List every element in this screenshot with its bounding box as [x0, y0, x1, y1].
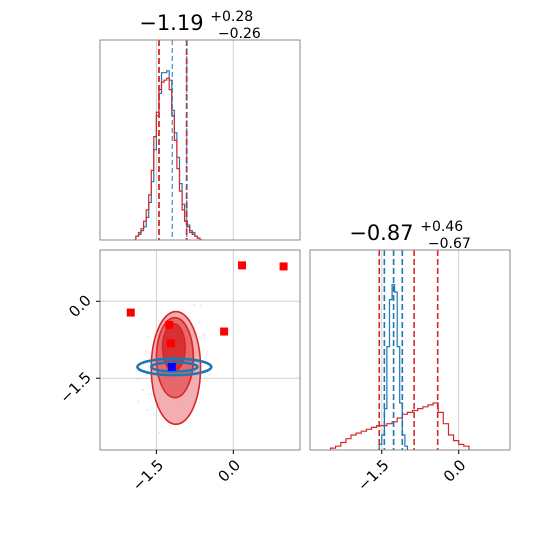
sample-dot — [144, 350, 147, 353]
histogram-series-blue — [133, 70, 203, 240]
y-tick-label-bl-1: −1.5 — [56, 368, 94, 406]
sample-dot — [137, 400, 140, 403]
red-marker-3 — [220, 327, 229, 336]
sample-dot — [198, 321, 201, 324]
sample-dot — [149, 392, 152, 395]
sample-dot — [147, 365, 150, 368]
title-top-left: −1.19 +0.28 −0.26 — [139, 2, 261, 42]
title-bottom-right-value: −0.87 — [349, 221, 413, 245]
frame-bottom-right — [309, 249, 511, 451]
sample-dot — [193, 303, 196, 306]
red-marker-5 — [279, 262, 288, 271]
title-bottom-right: −0.87 +0.46 −0.67 — [349, 212, 471, 252]
blue-contour-inner — [149, 361, 199, 373]
sample-dot — [198, 336, 201, 339]
sample-dot — [169, 425, 172, 428]
sample-dot — [142, 389, 145, 391]
panel-bottom-right: −1.5 0.0 — [309, 249, 511, 495]
sample-dot — [158, 432, 161, 434]
title-bottom-right-plus: +0.46 — [420, 219, 463, 235]
panel-bottom-left: −1.5 0.0 0.0 −1.5 — [56, 249, 301, 495]
sample-dot — [148, 386, 151, 389]
plot-area-bottom-right — [329, 250, 470, 450]
red-marker-0 — [126, 308, 135, 317]
red-marker-4 — [238, 261, 247, 270]
plot-area-bottom-left — [100, 250, 300, 450]
frame-bottom-left — [99, 249, 301, 451]
red-marker-1 — [165, 320, 174, 329]
histogram-series-red — [329, 402, 470, 450]
sample-dot — [206, 350, 209, 353]
sample-dot — [203, 332, 206, 335]
plot-area-top-left — [133, 40, 234, 240]
histogram-series-red — [133, 77, 203, 240]
sample-dot — [153, 413, 155, 416]
sample-dot — [208, 373, 211, 376]
x-tick-label-br-1: 0.0 — [440, 456, 470, 486]
sample-dot — [204, 357, 207, 360]
blue-contour-outer — [136, 357, 213, 377]
title-top-left-plus: +0.28 — [210, 9, 253, 25]
sample-dot — [137, 378, 140, 380]
sample-dot — [146, 336, 149, 339]
frame-top-left — [99, 39, 301, 241]
y-tick-label-bl-0: 0.0 — [65, 291, 95, 321]
x-tick-label-bl-1: 0.0 — [215, 456, 245, 486]
title-bottom-right-minus: −0.67 — [428, 236, 471, 252]
title-top-left-value: −1.19 — [139, 11, 203, 35]
x-tick-label-br-0: −1.5 — [354, 456, 392, 494]
blue-marker — [167, 362, 176, 371]
sample-dot — [199, 304, 202, 307]
title-top-left-minus: −0.26 — [218, 26, 261, 42]
panel-top-left — [99, 39, 301, 241]
x-tick-label-bl-0: −1.5 — [129, 456, 167, 494]
sample-dot — [146, 409, 149, 411]
red-marker-2 — [166, 339, 175, 348]
sample-dot — [202, 334, 205, 337]
